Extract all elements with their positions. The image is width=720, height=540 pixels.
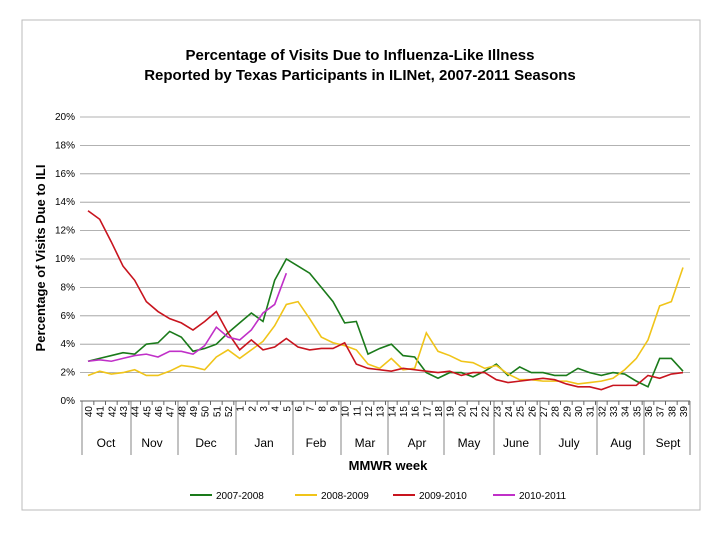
x-tick-label: 30 xyxy=(574,406,585,418)
x-tick-label: 47 xyxy=(166,406,177,418)
month-label: Sept xyxy=(656,436,681,450)
y-tick-label: 14% xyxy=(55,197,75,208)
y-tick-label: 8% xyxy=(61,282,76,293)
legend-label: 2007-2008 xyxy=(216,491,264,502)
x-tick-label: 17 xyxy=(422,406,433,418)
series-line xyxy=(87,257,684,388)
x-tick-label: 50 xyxy=(201,406,212,418)
x-tick-label: 18 xyxy=(434,406,445,418)
x-tick-label: 33 xyxy=(609,406,620,418)
x-tick-label: 34 xyxy=(621,406,632,418)
y-tick-label: 12% xyxy=(55,226,75,237)
legend-label: 2009-2010 xyxy=(419,491,467,502)
y-tick-label: 10% xyxy=(55,254,75,265)
x-tick-label: 1 xyxy=(236,406,247,412)
x-tick-label: 3 xyxy=(259,406,270,412)
x-tick-label: 11 xyxy=(352,406,363,417)
x-tick-label: 27 xyxy=(539,406,550,418)
x-tick-label: 20 xyxy=(457,406,468,418)
month-label: May xyxy=(458,436,481,450)
x-tick-label: 42 xyxy=(107,406,118,418)
y-axis-label: Percentage of Visits Due to ILI xyxy=(33,165,48,352)
x-tick-label: 25 xyxy=(516,406,527,418)
x-tick-label: 7 xyxy=(306,406,317,412)
x-tick-label: 23 xyxy=(492,406,503,418)
x-tick-label: 16 xyxy=(411,406,422,418)
month-label: Dec xyxy=(195,436,216,450)
month-label: Apr xyxy=(408,436,427,450)
y-tick-label: 6% xyxy=(61,311,76,322)
chart-frame xyxy=(21,19,701,511)
x-tick-label: 13 xyxy=(376,406,387,418)
series-line xyxy=(87,267,684,385)
y-tick-label: 16% xyxy=(55,169,75,180)
month-label: June xyxy=(503,436,529,450)
x-tick-label: 6 xyxy=(294,406,305,412)
x-tick-label: 45 xyxy=(142,406,153,418)
x-tick-label: 28 xyxy=(551,406,562,418)
chart-title: Percentage of Visits Due to Influenza-Li… xyxy=(186,47,535,64)
x-tick-label: 37 xyxy=(656,406,667,418)
series-line xyxy=(87,272,288,363)
x-tick-label: 43 xyxy=(119,406,130,418)
x-tick-label: 38 xyxy=(667,406,678,418)
x-tick-label: 51 xyxy=(212,406,223,418)
x-tick-label: 49 xyxy=(189,406,200,418)
x-tick-label: 12 xyxy=(364,406,375,418)
x-tick-label: 9 xyxy=(329,406,340,412)
x-tick-label: 24 xyxy=(504,406,515,418)
y-tick-label: 0% xyxy=(61,396,76,407)
x-tick-label: 5 xyxy=(282,406,293,412)
x-tick-label: 41 xyxy=(96,406,107,418)
month-label: Aug xyxy=(610,436,631,450)
y-tick-label: 18% xyxy=(55,140,75,151)
x-tick-label: 48 xyxy=(177,406,188,418)
x-tick-label: 8 xyxy=(317,406,328,412)
x-tick-label: 14 xyxy=(387,406,398,418)
y-tick-label: 20% xyxy=(55,112,75,123)
legend-label: 2008-2009 xyxy=(321,491,369,502)
x-tick-label: 52 xyxy=(224,406,235,418)
x-tick-label: 10 xyxy=(341,406,352,418)
x-tick-label: 22 xyxy=(481,406,492,418)
month-label: Feb xyxy=(306,436,327,450)
x-tick-label: 36 xyxy=(644,406,655,418)
x-tick-label: 4 xyxy=(271,406,282,412)
x-tick-label: 32 xyxy=(597,406,608,418)
x-tick-label: 44 xyxy=(131,406,142,418)
month-label: July xyxy=(558,436,579,450)
x-tick-label: 29 xyxy=(562,406,573,418)
month-label: Oct xyxy=(97,436,116,450)
x-tick-label: 2 xyxy=(247,406,258,412)
x-tick-label: 39 xyxy=(679,406,690,418)
y-tick-label: 4% xyxy=(61,339,76,350)
chart-title: Reported by Texas Participants in ILINet… xyxy=(144,67,576,84)
x-tick-label: 21 xyxy=(469,406,480,418)
x-tick-label: 15 xyxy=(399,406,410,418)
x-tick-label: 26 xyxy=(527,406,538,418)
series-line xyxy=(87,210,684,391)
y-tick-label: 2% xyxy=(61,368,76,379)
x-tick-label: 31 xyxy=(586,406,597,418)
legend-label: 2010-2011 xyxy=(519,491,567,502)
x-tick-label: 40 xyxy=(84,406,95,418)
x-tick-label: 46 xyxy=(154,406,165,418)
month-label: Mar xyxy=(355,436,376,450)
x-axis-label: MMWR week xyxy=(349,458,429,473)
x-tick-label: 19 xyxy=(446,406,457,418)
month-label: Jan xyxy=(254,436,273,450)
month-label: Nov xyxy=(141,436,162,450)
x-tick-label: 35 xyxy=(632,406,643,418)
